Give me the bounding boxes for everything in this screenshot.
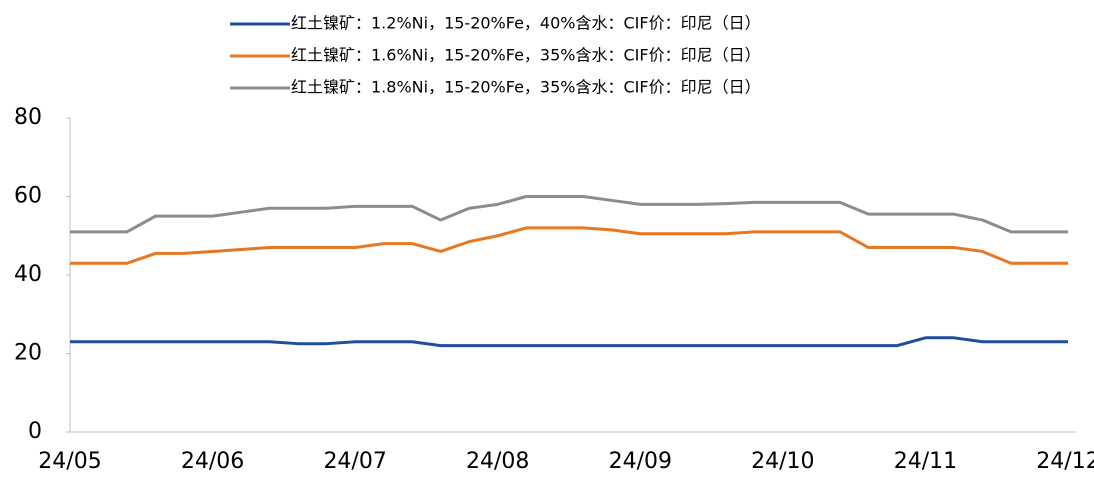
y-tick-label: 60	[14, 184, 42, 209]
series-line	[70, 195, 1068, 234]
x-tick-label: 24/07	[323, 449, 386, 474]
y-tick-label: 0	[28, 419, 42, 444]
x-tick-label: 24/06	[181, 449, 244, 474]
legend-label: 红土镍矿：1.2%Ni，15-20%Fe，40%含水：CIF价：印尼（日）	[291, 14, 761, 33]
x-tick-label: 24/10	[751, 449, 814, 474]
legend-label: 红土镍矿：1.6%Ni，15-20%Fe，35%含水：CIF价：印尼（日）	[291, 46, 761, 65]
legend-label: 红土镍矿：1.8%Ni，15-20%Fe，35%含水：CIF价：印尼（日）	[291, 78, 761, 97]
y-tick-label: 80	[14, 105, 42, 130]
x-tick-label: 24/12	[1036, 449, 1094, 474]
x-tick-label: 24/08	[466, 449, 529, 474]
y-tick-label: 40	[14, 262, 42, 287]
series-line	[70, 336, 1068, 348]
x-tick-label: 24/09	[609, 449, 672, 474]
x-tick-label: 24/05	[38, 449, 101, 474]
x-tick-label: 24/11	[894, 449, 957, 474]
y-tick-label: 20	[14, 341, 42, 366]
series-line	[70, 226, 1068, 265]
